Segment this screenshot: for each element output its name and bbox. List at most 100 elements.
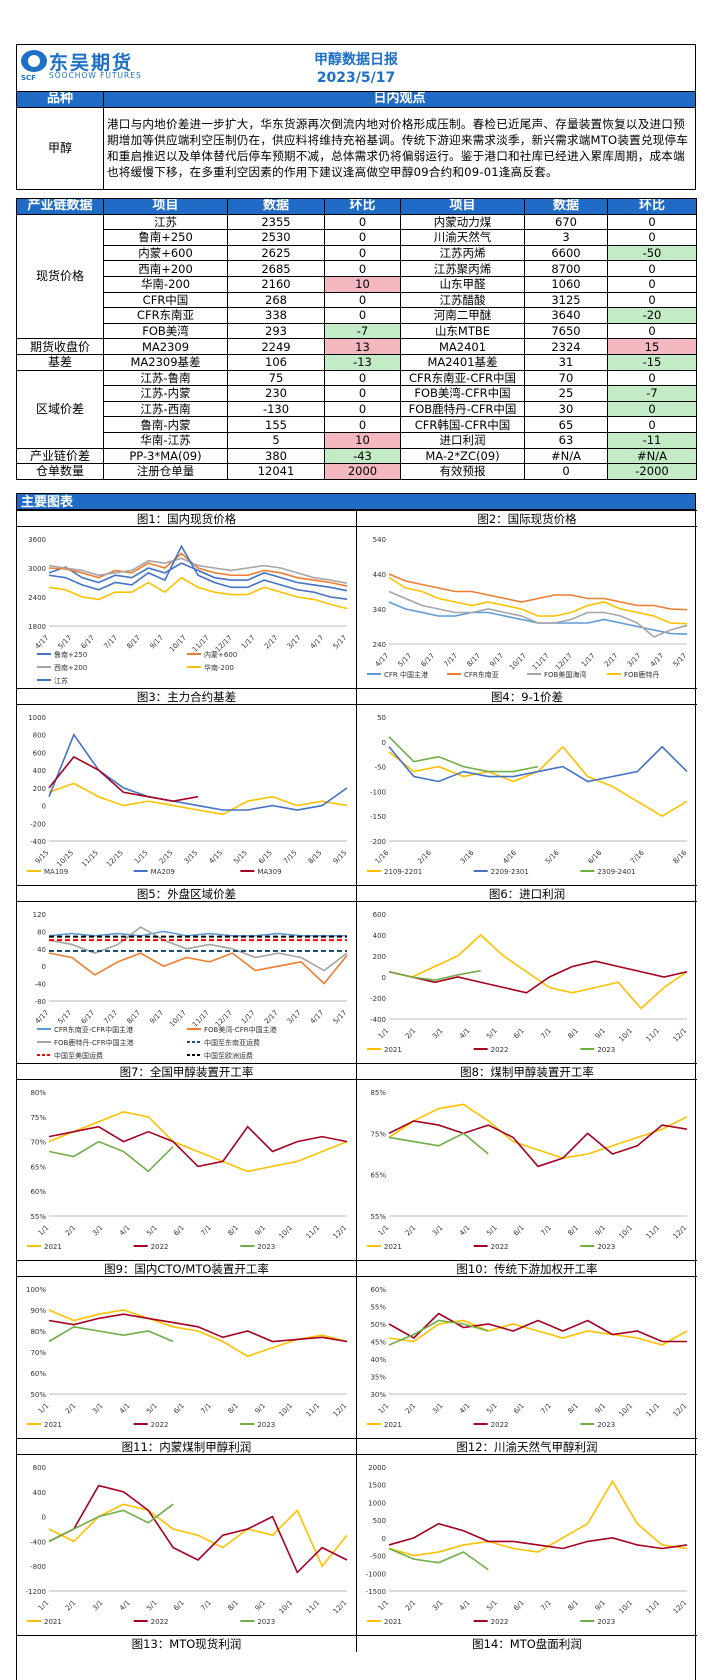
item-change: 0 <box>607 213 697 231</box>
item-value: 3 <box>524 229 608 246</box>
item-value: 6600 <box>524 244 608 262</box>
item-value: 338 <box>227 307 325 324</box>
x-tick-label: 9/17 <box>148 1009 165 1026</box>
chart-caption: 图2：国际现货价格 <box>357 511 697 527</box>
y-tick-label: 800 <box>33 732 46 740</box>
x-tick-label: 10/1 <box>277 1224 294 1241</box>
series-line <box>48 1313 348 1343</box>
y-tick-label: 400 <box>33 767 46 775</box>
legend-label: MA109 <box>44 868 68 876</box>
x-tick-label: 7/16 <box>629 848 646 865</box>
y-tick-label: 2400 <box>28 594 46 602</box>
y-tick-label: 90% <box>30 1307 46 1315</box>
y-tick-label: -1000 <box>366 1570 386 1578</box>
item-value: 670 <box>524 213 608 231</box>
y-tick-label: 75% <box>370 1130 386 1138</box>
x-tick-label: 5/1 <box>485 1027 499 1041</box>
y-tick-label: 40 <box>37 946 46 954</box>
x-tick-label: 5/1 <box>485 1402 499 1416</box>
item-name: MA2401基差 <box>400 353 525 371</box>
x-tick-label: 4/17 <box>309 1009 326 1026</box>
y-tick-label: 55% <box>30 1213 46 1221</box>
legend-label: FOB美湾-CFR中国主港 <box>204 1025 277 1034</box>
x-tick-label: 10/1 <box>617 1402 634 1419</box>
item-value: 30 <box>524 400 608 418</box>
data-header-1: 项目 <box>103 198 228 215</box>
legend-label: 2021 <box>384 1618 402 1626</box>
table-row: 鲁南+250 2530 0 川渝天然气 3 0 <box>17 229 697 246</box>
x-tick-label: 1/15 <box>133 849 150 866</box>
y-tick-label: 80 <box>37 928 46 936</box>
x-tick-label: 6/1 <box>512 1599 526 1613</box>
x-tick-label: 8/16 <box>672 848 689 865</box>
x-tick-label: 12/15 <box>105 849 125 869</box>
x-tick-label: 5/1 <box>145 1224 159 1238</box>
x-tick-label: 11/15 <box>80 849 100 869</box>
y-tick-label: 60% <box>30 1188 46 1196</box>
chart-caption: 图14：MTO盘面利润 <box>472 1637 582 1651</box>
series-line <box>388 601 688 635</box>
item-name: PP-3*MA(09) <box>103 447 228 465</box>
item-value: 12041 <box>227 463 325 480</box>
x-tick-label: 8/17 <box>125 1009 142 1026</box>
x-tick-label: 1/1 <box>377 1027 391 1041</box>
y-tick-label: 400 <box>33 1489 46 1497</box>
table-row: 华南-江苏 5 10 进口利润 63 -11 <box>17 431 697 449</box>
x-tick-label: 4/17 <box>309 634 326 651</box>
legend-label: FOB鹿特丹-CFR中国主港 <box>54 1038 134 1047</box>
table-row: FOB美湾 293 -7 山东MTBE 7650 0 <box>17 322 697 340</box>
item-value: 65 <box>524 416 608 433</box>
series-line <box>388 736 539 773</box>
data-header-0: 产业链数据 <box>16 198 104 215</box>
legend-label: 2021 <box>384 1243 402 1251</box>
item-change: -50 <box>607 244 697 262</box>
item-name: MA2309 <box>103 338 228 355</box>
y-tick-label: 2000 <box>368 1464 386 1472</box>
y-tick-label: -100 <box>370 788 386 796</box>
item-name: 山东甲醛 <box>400 275 525 293</box>
x-tick-label: 8/1 <box>566 1027 580 1041</box>
series-line <box>388 1522 688 1550</box>
y-tick-label: 35% <box>370 1374 386 1382</box>
legend-label: 华南-200 <box>204 663 234 672</box>
series-line <box>48 930 347 937</box>
item-change: 0 <box>324 416 401 433</box>
chart-panel: 图7：全国甲醇装置开工率 80% 75% 70% 65% 60% 55% 1/1 2/1 3/1 4… <box>17 1063 357 1260</box>
x-tick-label: 6/1 <box>512 1027 526 1041</box>
x-tick-label: 1/1 <box>377 1224 391 1238</box>
item-name: MA-2*ZC(09) <box>400 447 525 465</box>
x-tick-label: 9/1 <box>254 1402 268 1416</box>
y-tick-label: -400 <box>30 838 46 846</box>
series-line <box>48 1325 174 1343</box>
x-tick-label: 5/16 <box>544 848 561 865</box>
legend-label: 2023 <box>257 1421 275 1429</box>
item-change: 10 <box>324 275 401 293</box>
x-tick-label: 10/1 <box>277 1402 294 1419</box>
series-line <box>48 576 348 610</box>
y-tick-label: 0 <box>42 963 46 971</box>
item-change: -15 <box>607 353 697 371</box>
item-value: 2355 <box>227 213 325 231</box>
y-tick-label: -800 <box>30 1563 46 1571</box>
x-tick-label: 12/1 <box>332 1224 349 1241</box>
series-line <box>388 1132 489 1155</box>
item-change: 0 <box>324 369 401 387</box>
item-name: 山东MTBE <box>400 322 525 340</box>
series-line <box>388 1312 687 1343</box>
x-tick-label: 6/15 <box>257 849 274 866</box>
item-value: #N/A <box>524 447 608 465</box>
x-tick-label: 1/17 <box>240 634 257 651</box>
legend-label: 2022 <box>151 1243 169 1251</box>
x-tick-label: 2/16 <box>416 848 433 865</box>
item-name: 华南-200 <box>103 275 228 293</box>
chart-panel: 图1：国内现货价格 3600 3000 2400 1800 4/17 5/17 6/17 7/1… <box>17 510 357 688</box>
item-value: 2324 <box>524 338 608 355</box>
report-title: 甲醇数据日报 <box>314 52 398 68</box>
x-tick-label: 7/1 <box>539 1027 553 1041</box>
item-name: 江苏 <box>103 213 228 231</box>
legend-label: CFR 中国主港 <box>384 670 428 679</box>
y-tick-label: 55% <box>370 1213 386 1221</box>
item-change: -20 <box>607 307 697 324</box>
x-tick-label: 12/1 <box>332 1599 349 1616</box>
item-name: 华南-江苏 <box>103 431 228 449</box>
